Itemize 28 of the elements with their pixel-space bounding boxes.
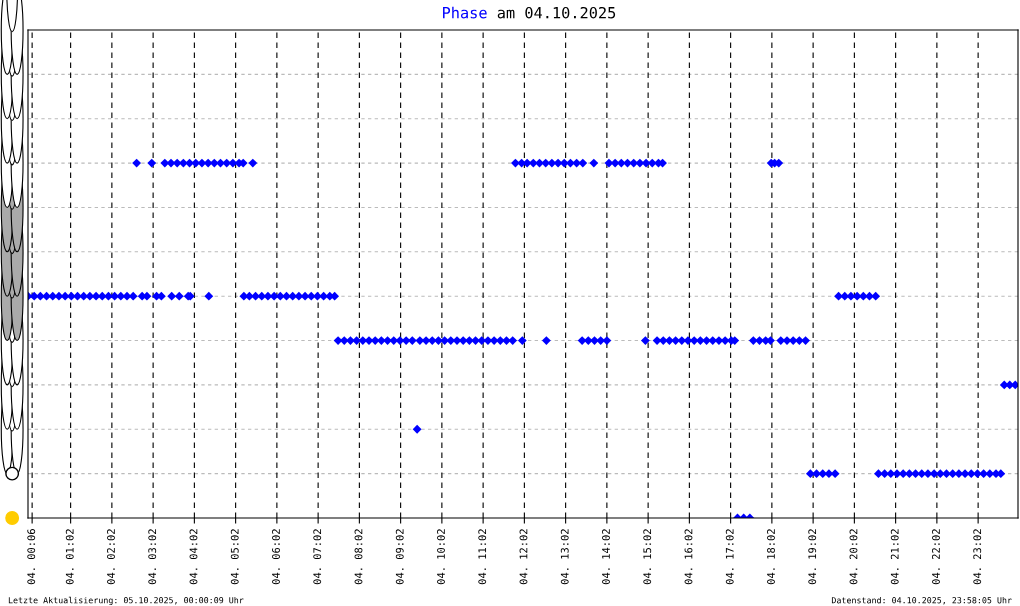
x-tick-label: 04. 09:02 [395, 529, 404, 585]
x-tick-label: 04. 17:02 [725, 529, 734, 585]
x-tick-label: 04. 20:02 [849, 529, 858, 585]
text: Phase [443, 6, 487, 19]
x-tick-label: 04. 12:02 [519, 529, 528, 585]
x-tick-label: 04. 13:02 [560, 529, 569, 585]
chart-title: am 04.10.2025 [497, 6, 616, 19]
x-tick-label: 04. 00:06 [27, 529, 36, 585]
x-tick-label: 04. 23:02 [973, 529, 982, 585]
x-tick-label: 04. 11:02 [478, 529, 487, 585]
x-tick-label: 04. 04:02 [189, 529, 198, 585]
x-tick-label: 04. 08:02 [354, 529, 363, 585]
x-tick-label: 04. 05:02 [230, 529, 239, 585]
x-tick-label: 04. 03:02 [148, 529, 157, 585]
x-tick-label: 04. 16:02 [684, 529, 693, 585]
x-tick-label: 04. 18:02 [767, 529, 775, 585]
x-tick-label: 04. 21:02 [890, 529, 899, 585]
x-tick-label: 04. 15:02 [643, 529, 652, 585]
text: Letzte Aktualisierung: 05.10.2025, 00:00:09 Uhr [8, 596, 244, 605]
x-tick-label: 04. 02:02 [107, 529, 115, 585]
text: Datenstand: 04.10.2025, 23:58:05 Uhr [831, 596, 1012, 605]
x-tick-label: 04. 14:02 [602, 529, 610, 585]
x-tick-label: 04. 22:02 [932, 529, 940, 585]
x-tick-label: 04. 19:02 [808, 529, 817, 585]
x-tick-label: 04. 07:02 [313, 529, 322, 585]
x-tick-label: 04. 01:02 [65, 529, 74, 585]
x-tick-label: 04. 06:02 [272, 529, 280, 585]
x-tick-label: 04. 10:02 [437, 529, 445, 585]
